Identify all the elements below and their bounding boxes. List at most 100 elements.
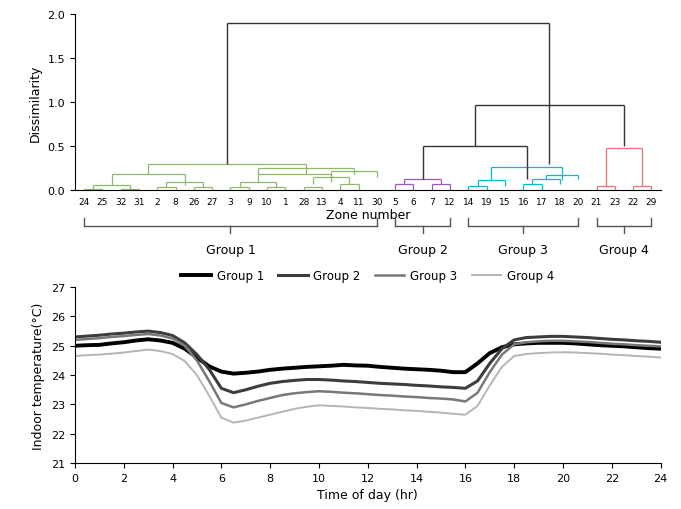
Group 3 bbox=[644, 343, 652, 349]
Group 2 bbox=[364, 380, 372, 386]
Group 2 bbox=[376, 381, 384, 387]
Group 3 bbox=[437, 395, 445, 402]
Group 4 bbox=[486, 383, 494, 389]
Group 1 bbox=[388, 365, 396, 371]
Group 4 bbox=[644, 354, 652, 360]
Group 2 bbox=[108, 331, 116, 337]
Group 2 bbox=[71, 334, 79, 341]
Group 1 bbox=[156, 338, 164, 344]
Group 3 bbox=[376, 392, 384, 399]
Group 1 bbox=[339, 362, 347, 368]
Group 2 bbox=[473, 378, 481, 384]
Group 1 bbox=[486, 350, 494, 356]
Group 3 bbox=[656, 344, 665, 350]
Group 2 bbox=[242, 387, 250, 393]
Line: Group 1: Group 1 bbox=[75, 340, 661, 374]
Group 2 bbox=[180, 340, 189, 346]
Text: Group 3: Group 3 bbox=[498, 244, 548, 257]
Group 3 bbox=[449, 397, 457, 403]
Group 1 bbox=[254, 369, 262, 375]
Group 3 bbox=[388, 393, 396, 399]
Group 4 bbox=[595, 351, 603, 357]
Group 1 bbox=[400, 366, 409, 372]
Group 1 bbox=[351, 362, 360, 369]
Group 4 bbox=[108, 351, 116, 357]
Group 1 bbox=[266, 367, 274, 373]
Y-axis label: Dissimilarity: Dissimilarity bbox=[29, 65, 42, 142]
Group 2 bbox=[229, 390, 238, 396]
Group 2 bbox=[522, 335, 530, 341]
Group 3 bbox=[583, 339, 591, 345]
Group 3 bbox=[486, 370, 494, 376]
Group 4 bbox=[327, 403, 335, 409]
Group 1 bbox=[144, 336, 152, 343]
Group 4 bbox=[364, 405, 372, 411]
Group 2 bbox=[315, 377, 323, 383]
Y-axis label: Indoor temperature(°C): Indoor temperature(°C) bbox=[33, 302, 46, 449]
Group 4 bbox=[71, 353, 79, 359]
Group 2 bbox=[339, 378, 347, 384]
Group 4 bbox=[620, 352, 628, 358]
Group 4 bbox=[217, 415, 225, 421]
Group 1 bbox=[620, 344, 628, 350]
Group 2 bbox=[510, 337, 518, 343]
Group 1 bbox=[656, 346, 665, 352]
Group 3 bbox=[302, 389, 311, 395]
Group 1 bbox=[95, 342, 104, 348]
Group 2 bbox=[120, 330, 128, 336]
Group 1 bbox=[522, 341, 530, 347]
Group 4 bbox=[607, 352, 616, 358]
Group 3 bbox=[315, 388, 323, 394]
Group 2 bbox=[205, 366, 213, 373]
Group 1 bbox=[205, 363, 213, 370]
Group 4 bbox=[83, 352, 91, 358]
Group 4 bbox=[498, 364, 506, 370]
Group 4 bbox=[290, 406, 298, 412]
Group 2 bbox=[461, 385, 469, 391]
Group 4 bbox=[193, 372, 201, 378]
Group 4 bbox=[400, 407, 409, 413]
Group 3 bbox=[327, 389, 335, 395]
Group 1 bbox=[607, 343, 616, 349]
Group 3 bbox=[95, 335, 104, 342]
Group 1 bbox=[168, 340, 176, 346]
Group 4 bbox=[547, 350, 555, 356]
Group 1 bbox=[302, 364, 311, 370]
Group 1 bbox=[71, 343, 79, 349]
Line: Group 2: Group 2 bbox=[75, 331, 661, 393]
Group 4 bbox=[120, 350, 128, 356]
Group 4 bbox=[315, 403, 323, 409]
Group 1 bbox=[595, 343, 603, 349]
Group 4 bbox=[302, 404, 311, 410]
Group 3 bbox=[535, 338, 543, 345]
Group 2 bbox=[327, 377, 335, 383]
Group 2 bbox=[559, 334, 567, 340]
Group 1 bbox=[376, 364, 384, 370]
Group 4 bbox=[279, 409, 287, 415]
Group 2 bbox=[156, 330, 164, 336]
Group 2 bbox=[83, 333, 91, 340]
Text: Group 4: Group 4 bbox=[599, 244, 649, 257]
Group 1 bbox=[279, 366, 287, 372]
Group 2 bbox=[486, 360, 494, 366]
Group 4 bbox=[413, 408, 421, 414]
Group 2 bbox=[449, 385, 457, 391]
Group 2 bbox=[425, 383, 433, 389]
Group 2 bbox=[168, 333, 176, 339]
Group 3 bbox=[132, 332, 140, 338]
Group 3 bbox=[425, 395, 433, 401]
Group 2 bbox=[632, 338, 640, 344]
Group 1 bbox=[108, 341, 116, 347]
X-axis label: Time of day (hr): Time of day (hr) bbox=[317, 489, 418, 501]
Text: Group 2: Group 2 bbox=[398, 244, 447, 257]
Group 2 bbox=[254, 383, 262, 389]
Group 2 bbox=[620, 337, 628, 343]
Group 3 bbox=[632, 343, 640, 349]
Line: Group 4: Group 4 bbox=[75, 350, 661, 423]
Group 4 bbox=[339, 404, 347, 410]
Group 1 bbox=[644, 346, 652, 352]
Group 4 bbox=[242, 418, 250, 424]
Group 4 bbox=[95, 352, 104, 358]
Group 1 bbox=[364, 363, 372, 369]
Group 3 bbox=[180, 343, 189, 349]
